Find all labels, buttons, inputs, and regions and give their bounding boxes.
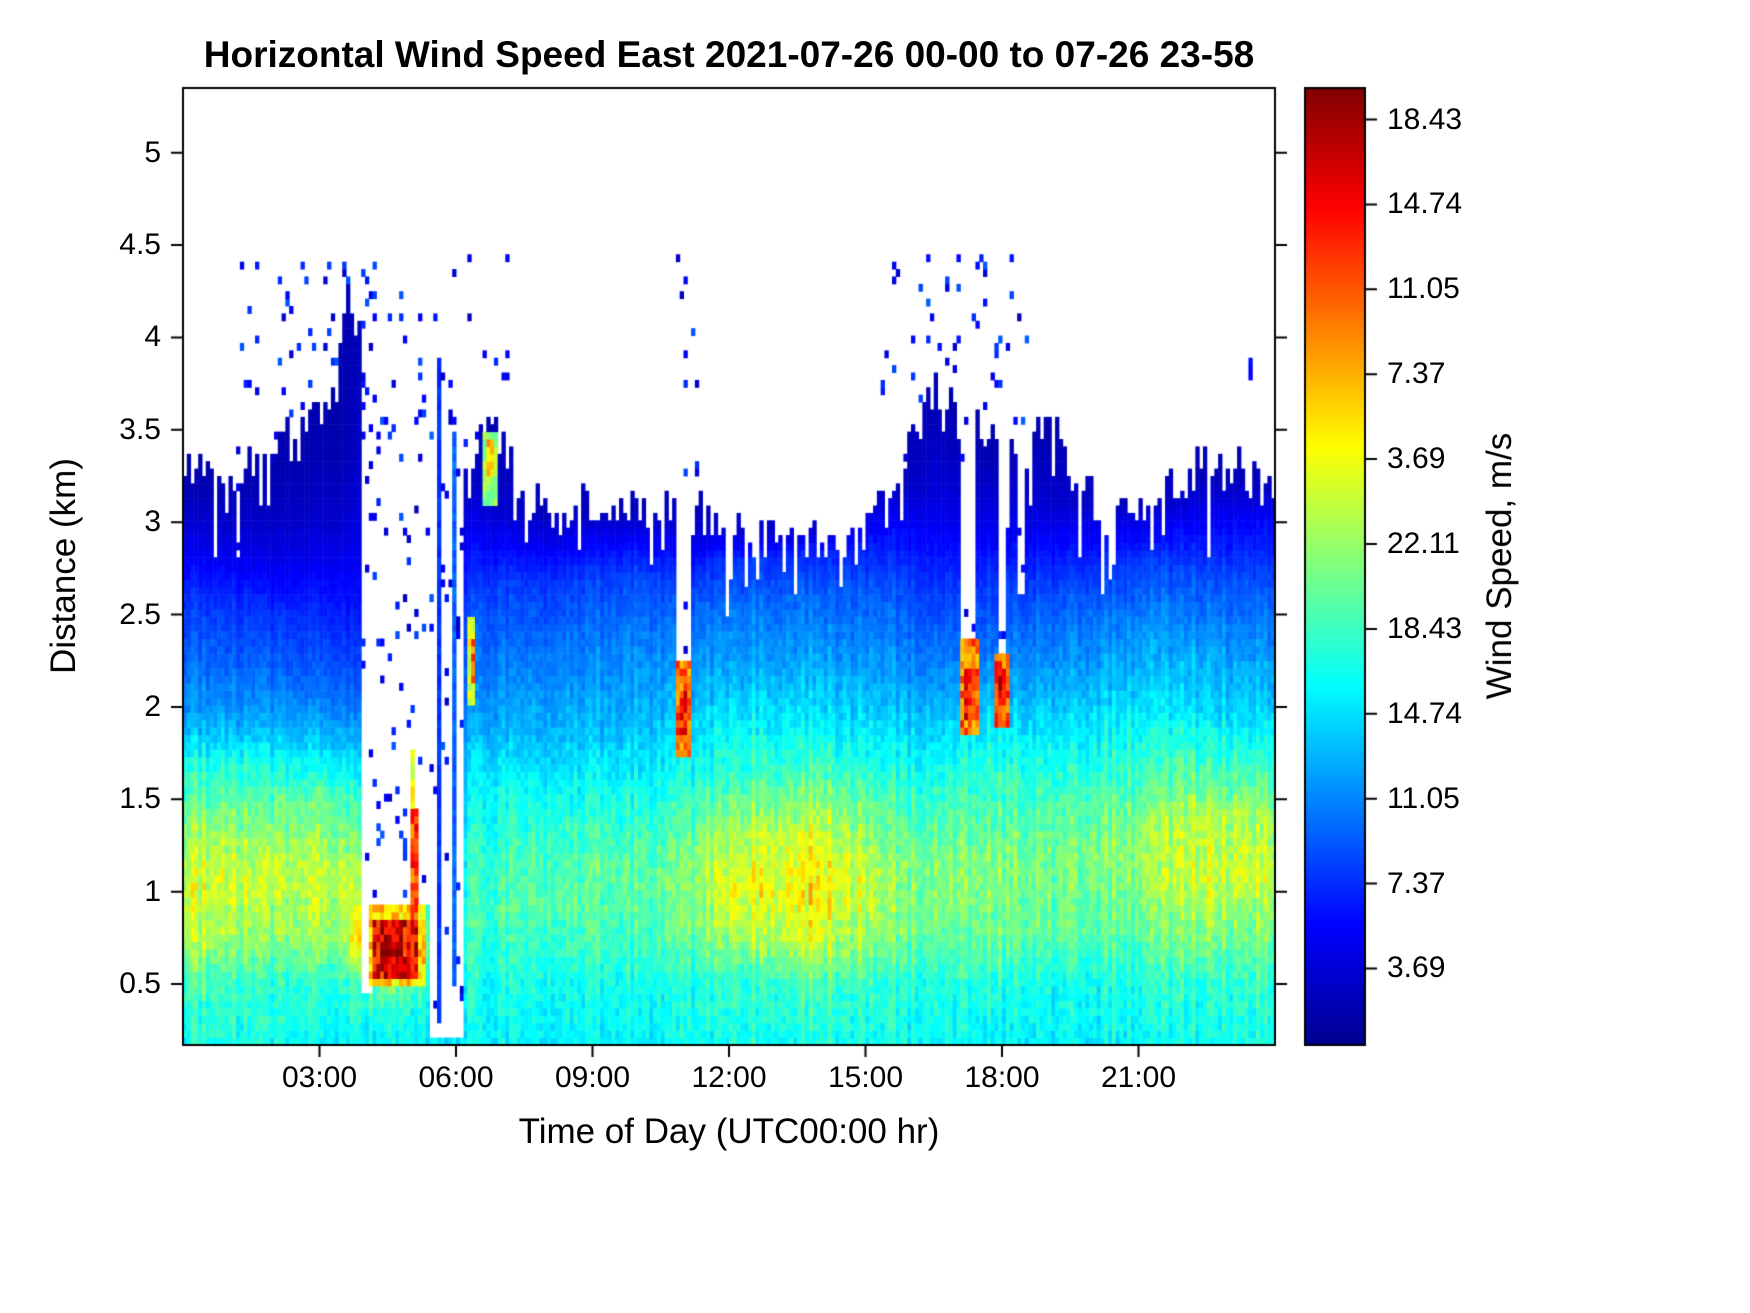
colorbar-tick-label: 7.37: [1387, 357, 1446, 391]
heatmap-canvas: [183, 88, 1275, 1045]
plot-area: [183, 88, 1275, 1045]
y-tick-label: 2.5: [119, 597, 161, 631]
colorbar-tick-label: 3.69: [1387, 442, 1446, 476]
x-tick-label: 21:00: [1100, 1061, 1177, 1094]
colorbar-tick-label: 18.43: [1387, 611, 1463, 645]
y-tick-label: 3: [144, 505, 161, 539]
x-axis-label: Time of Day (UTC00:00 hr): [518, 1112, 940, 1151]
colorbar-tick-label: 11.05: [1387, 781, 1460, 815]
colorbar-tick-label: 18.43: [1387, 102, 1463, 136]
colorbar-tick-label: 3.69: [1387, 951, 1446, 985]
colorbar-tick-label: 22.11: [1387, 527, 1460, 560]
colorbar-tick-label: 7.37: [1387, 866, 1446, 900]
y-tick-label: 4: [144, 320, 161, 354]
chart-title: Horizontal Wind Speed East 2021-07-26 00…: [203, 34, 1255, 75]
x-tick-label: 15:00: [827, 1061, 904, 1094]
y-tick-label: 4.5: [119, 228, 161, 262]
y-tick-label: 0.5: [119, 967, 161, 1001]
x-tick-label: 09:00: [554, 1061, 631, 1094]
colorbar-tick-label: 11.05: [1387, 272, 1460, 306]
y-tick-label: 2: [144, 689, 161, 723]
colorbar-tick-label: 14.74: [1387, 187, 1463, 221]
colorbar-label: Wind Speed, m/s: [1480, 432, 1519, 700]
y-tick-label: 1: [144, 874, 161, 908]
y-axis-label: Distance (km): [44, 458, 83, 674]
x-tick-label: 03:00: [281, 1061, 358, 1094]
x-tick-label: 18:00: [964, 1061, 1040, 1094]
colorbar-tick-label: 14.74: [1387, 696, 1463, 730]
x-tick-label: 12:00: [691, 1061, 767, 1094]
colorbar-gradient: [1305, 88, 1365, 1045]
y-tick-label: 3.5: [119, 412, 161, 446]
y-tick-label: 5: [144, 135, 161, 169]
x-tick-label: 06:00: [418, 1061, 494, 1094]
y-tick-label: 1.5: [119, 782, 161, 816]
